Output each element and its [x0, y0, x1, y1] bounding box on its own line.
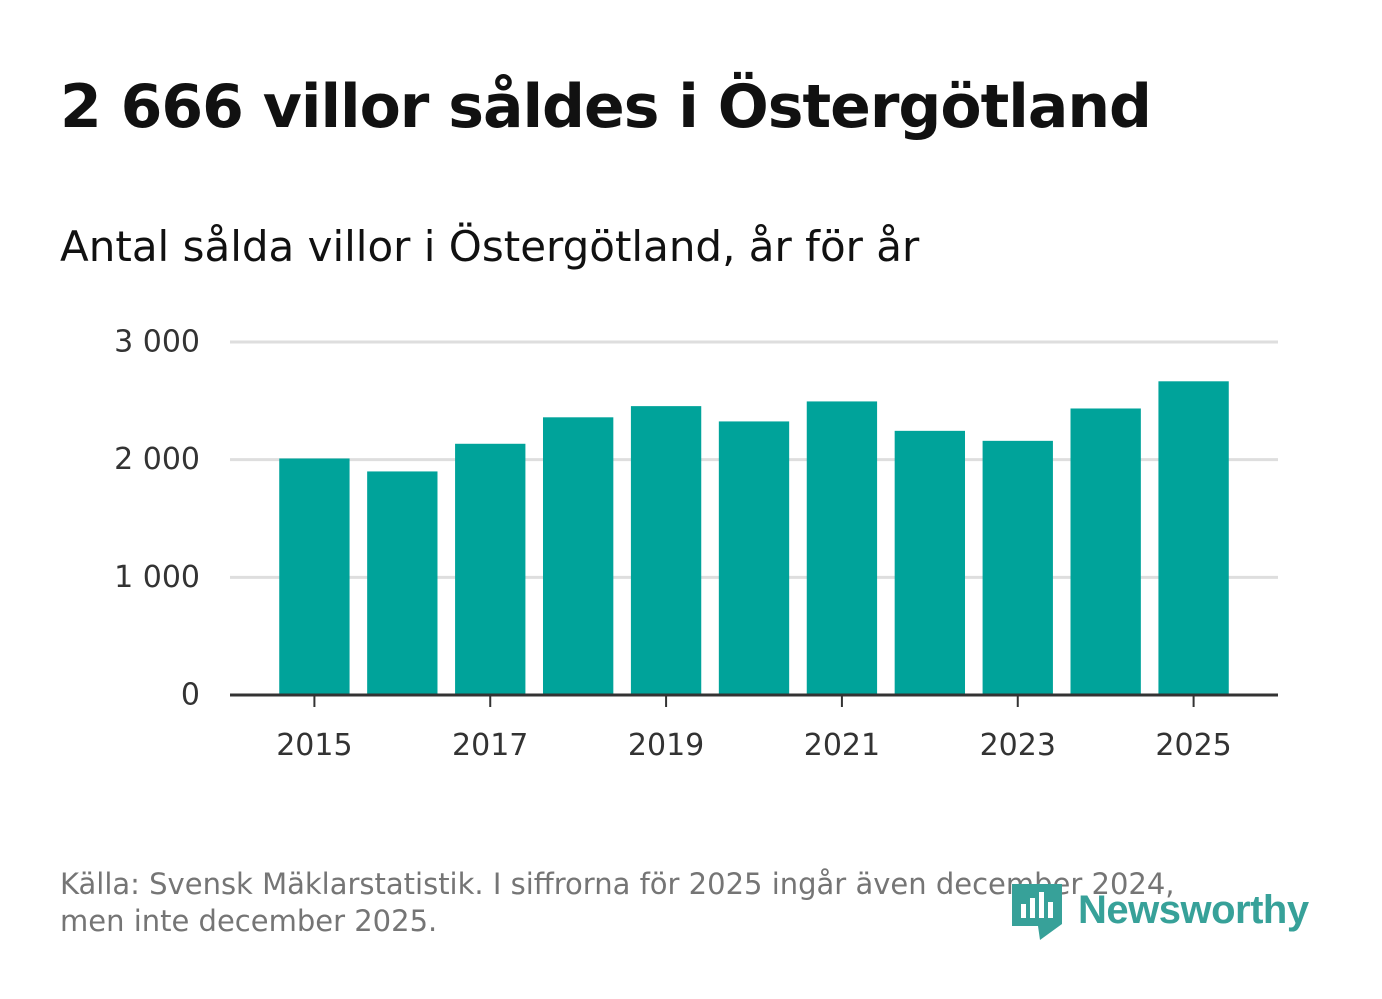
newsworthy-logo-icon [1012, 884, 1062, 940]
source-note: Källa: Svensk Mäklarstatistik. I siffror… [60, 866, 1175, 940]
x-tick-label: 2025 [1155, 728, 1231, 763]
chart-subtitle: Antal sålda villor i Östergötland, år fö… [60, 222, 920, 271]
bar-2024 [1070, 408, 1141, 695]
bar-2019 [630, 406, 702, 695]
x-tick-label: 2023 [980, 728, 1056, 763]
bar-2017 [455, 443, 526, 695]
bar-2025 [1158, 381, 1229, 695]
newsworthy-logo-text: Newsworthy [1078, 887, 1309, 932]
chart-title: 2 666 villor såldes i Östergötland [60, 72, 1152, 142]
x-tick-label: 2017 [452, 728, 528, 763]
y-tick-label: 1 000 [114, 560, 200, 595]
bar-chart: 0 1 000 2 000 3 000 2015 2017 2019 2021 2023 2025 [114, 325, 1278, 763]
y-tick-label: 3 000 [114, 325, 200, 360]
x-tick-label: 2015 [276, 728, 352, 763]
bar-2022 [894, 430, 966, 695]
y-tick-label: 0 [181, 678, 200, 713]
bar-2023 [982, 440, 1053, 695]
y-tick-label: 2 000 [114, 442, 200, 477]
x-tick-label: 2019 [628, 728, 704, 763]
bar-2020 [718, 421, 790, 695]
newsworthy-logo: Newsworthy [1012, 880, 1309, 940]
bar-2016 [367, 471, 438, 695]
x-tick-label: 2021 [804, 728, 880, 763]
bar-2021 [806, 401, 878, 695]
source-note-line-1: Källa: Svensk Mäklarstatistik. I siffror… [60, 867, 1175, 901]
bar-2015 [279, 458, 350, 695]
bar-2018 [542, 417, 614, 695]
source-note-line-2: men inte december 2025. [60, 904, 438, 938]
